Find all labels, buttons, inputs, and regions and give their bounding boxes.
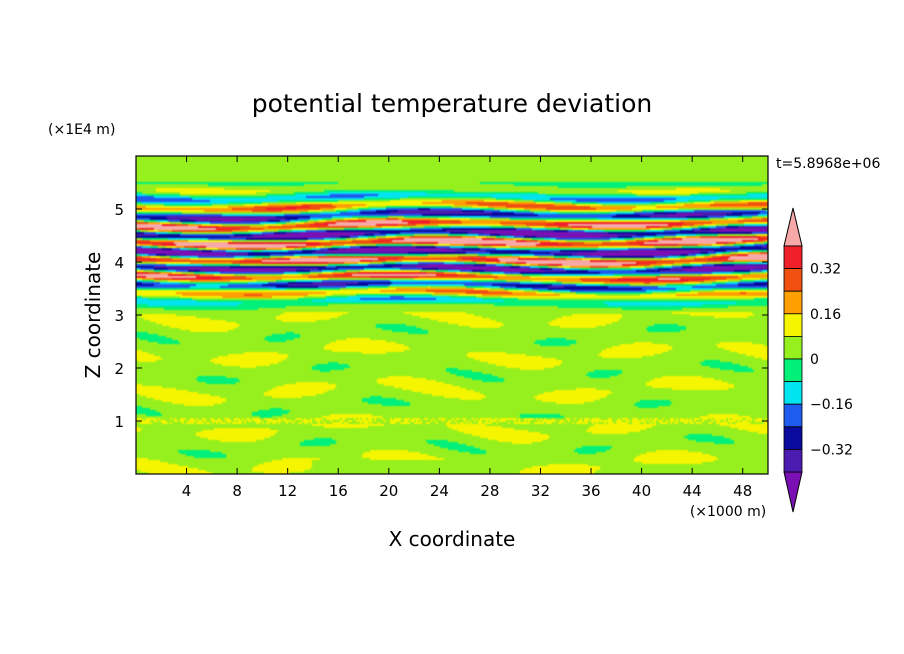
colorbar-swatch [783,358,803,383]
y-tick-label: 3 [114,307,124,325]
x-axis-title: X coordinate [389,527,516,551]
x-tick-label: 12 [278,482,297,500]
contour-field [136,156,768,474]
y-tick-label: 4 [114,254,124,272]
y-tick-label: 2 [114,360,124,378]
x-tick-label: 40 [632,482,651,500]
colorbar-swatch [783,403,803,428]
x-tick-label: 24 [430,482,449,500]
colorbar-label: −0.32 [810,442,853,458]
colorbar-swatch [783,335,803,360]
x-tick-label: 36 [581,482,600,500]
colorbar-swatch [783,313,803,337]
colorbar-extend-top [783,207,803,247]
colorbar-swatch [783,448,803,473]
x-tick-label: 20 [379,482,398,500]
colorbar-swatch [783,381,803,405]
colorbar: 0.32 0.16 0 −0.16 −0.32 [783,207,853,513]
colorbar-label: 0 [810,352,819,368]
colorbar-swatch [783,426,803,450]
x-tick-label: 8 [232,482,242,500]
colorbar-extend-bottom [783,471,803,513]
colorbar-label: 0.16 [810,307,841,323]
x-tick-label: 28 [480,482,499,500]
colorbar-swatch [783,290,803,315]
x-tick-label: 48 [733,482,752,500]
chart-title: potential temperature deviation [252,89,652,118]
y-tick-label: 1 [114,413,124,431]
colorbar-label: 0.32 [810,262,841,278]
x-axis: 4 8 12 16 20 24 28 32 36 40 44 48 [182,156,752,500]
x-tick-label: 16 [329,482,348,500]
time-label: t=5.8968e+06 [776,156,880,172]
colorbar-label: −0.16 [810,397,853,413]
y-unit-label: (×1E4 m) [48,122,115,138]
x-tick-label: 44 [683,482,702,500]
x-unit-label: (×1000 m) [690,504,766,520]
colorbar-swatch [783,245,803,270]
x-tick-label: 4 [182,482,192,500]
y-axis-title: Z coordinate [81,252,105,379]
x-tick-label: 32 [531,482,550,500]
colorbar-swatch [783,268,803,292]
y-tick-label: 5 [114,201,124,219]
y-axis: 1 2 3 4 5 [114,201,768,431]
